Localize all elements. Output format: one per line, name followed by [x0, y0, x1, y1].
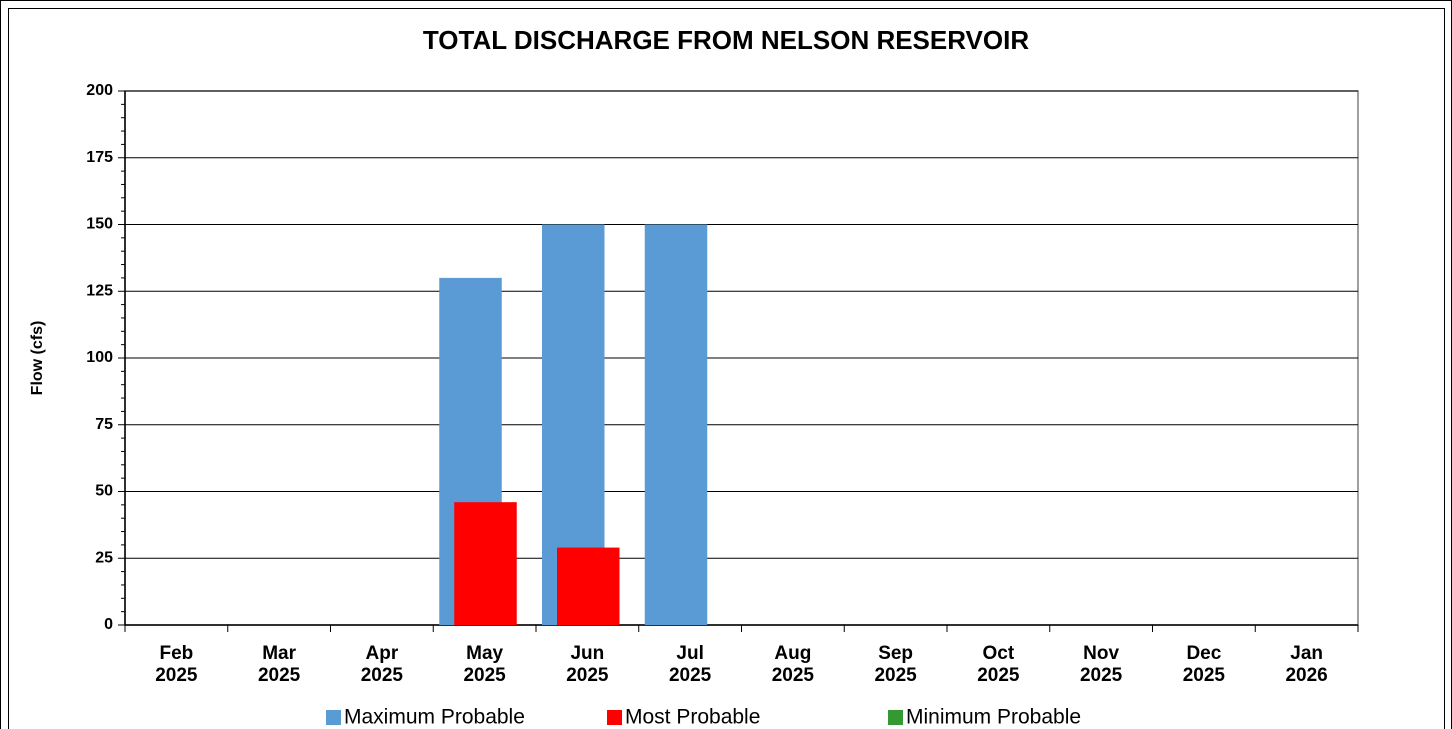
legend-label: Minimum Probable	[906, 706, 1081, 729]
x-tick-label: Jun 2025	[566, 643, 609, 686]
bar	[557, 547, 620, 625]
x-tick-label: Feb 2025	[155, 643, 198, 686]
bar	[454, 502, 517, 625]
chart-border	[8, 8, 1445, 729]
x-tick-label: Sep 2025	[874, 643, 917, 686]
y-tick-label: 100	[86, 349, 113, 366]
legend-swatch	[326, 710, 341, 725]
y-axis-label: Flow (cfs)	[29, 321, 46, 396]
x-tick-label: Dec 2025	[1182, 643, 1226, 686]
legend-swatch	[607, 710, 622, 725]
x-tick-label: Apr 2025	[360, 643, 404, 686]
y-tick-label: 175	[86, 149, 113, 166]
legend-label: Maximum Probable	[344, 706, 525, 729]
y-tick-label: 0	[104, 616, 113, 633]
y-tick-label: 200	[86, 82, 113, 99]
x-tick-label: Oct 2025	[977, 643, 1020, 686]
x-tick-label: Aug 2025	[771, 643, 815, 686]
chart-title: TOTAL DISCHARGE FROM NELSON RESERVOIR	[423, 25, 1029, 55]
y-tick-label: 50	[95, 483, 113, 500]
y-tick-label: 25	[95, 549, 113, 566]
x-tick-label: Nov 2025	[1079, 643, 1123, 686]
x-tick-label: Mar 2025	[257, 643, 301, 686]
bar	[644, 224, 708, 625]
y-tick-label: 150	[86, 216, 113, 233]
legend-label: Most Probable	[625, 706, 760, 729]
legend-swatch	[888, 710, 903, 725]
x-tick-label: May 2025	[463, 643, 506, 686]
y-tick-label: 75	[95, 416, 113, 433]
x-tick-label: Jan 2026	[1285, 643, 1328, 686]
x-tick-label: Jul 2025	[668, 643, 712, 686]
y-tick-label: 125	[86, 282, 113, 299]
